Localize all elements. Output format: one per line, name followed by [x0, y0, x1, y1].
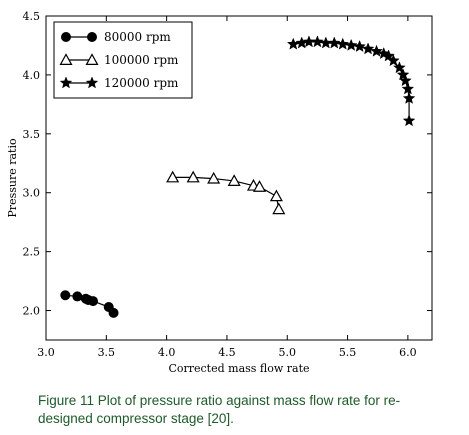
data-point: [396, 68, 410, 81]
data-point: [269, 189, 283, 202]
data-point: [327, 36, 341, 49]
data-point: [207, 171, 221, 184]
legend-entry-label: 120000 rpm: [104, 76, 179, 90]
data-point: [361, 42, 375, 55]
data-point: [344, 38, 358, 51]
data-point: [227, 174, 241, 186]
data-point: [186, 170, 200, 183]
data-point: [336, 37, 350, 50]
data-point: [286, 37, 300, 50]
legend: 80000 rpm 100000 rpm 120000 rpm: [53, 21, 193, 99]
y-axis-ticks: 2.0 2.5 3.0 3.5 4.0 4.5: [23, 10, 432, 318]
x-tick-label: 6.0: [399, 346, 417, 359]
legend-entry-label: 100000 rpm: [104, 53, 179, 67]
data-point: [393, 61, 406, 74]
y-tick-label: 3.5: [23, 128, 41, 141]
y-axis-label: Pressure ratio: [6, 138, 19, 218]
legend-entry-label: 80000 rpm: [104, 30, 171, 44]
legend-marker: [85, 53, 99, 66]
series-line: [293, 41, 410, 121]
legend-marker: [59, 53, 73, 66]
plot-frame: [45, 15, 433, 341]
caption-line-1: Figure 11 Plot of pressure ratio against…: [38, 393, 401, 408]
legend-marker: [59, 76, 73, 89]
x-tick-label: 5.0: [279, 346, 297, 359]
data-point: [88, 296, 99, 307]
data-point: [272, 202, 286, 215]
data-point: [401, 82, 415, 95]
data-point: [311, 35, 324, 48]
series-2: [286, 35, 416, 127]
figure-caption: Figure 11 Plot of pressure ratio against…: [38, 392, 458, 428]
data-point: [60, 290, 71, 301]
data-point: [402, 114, 416, 127]
series-0: [60, 290, 119, 318]
legend-marker: [61, 32, 71, 42]
x-tick-label: 5.5: [339, 346, 357, 359]
data-point: [370, 44, 383, 57]
data-point: [108, 307, 119, 318]
legend-marker: [85, 76, 99, 89]
x-axis-ticks: 3.0 3.5 4.0 4.5 5.0 5.5 6.0: [37, 16, 417, 359]
legend-marker: [87, 32, 97, 42]
series-1: [166, 170, 286, 215]
data-point: [387, 54, 400, 67]
y-tick-label: 2.5: [23, 246, 41, 259]
data-point: [166, 170, 180, 183]
y-tick-label: 3.0: [23, 187, 41, 200]
data-point: [252, 180, 267, 192]
data-point: [399, 74, 412, 87]
x-tick-label: 3.0: [37, 346, 55, 359]
data-point: [353, 39, 366, 53]
data-point: [72, 291, 83, 302]
x-tick-label: 4.0: [158, 346, 176, 359]
pressure-ratio-chart: 3.0 3.5 4.0 4.5 5.0 5.5 6.0 2.0 2.5 3.0 3.5 4.0 4.5…: [6, 10, 433, 375]
y-tick-label: 4.5: [23, 10, 41, 23]
x-axis-label: Corrected mass flow rate: [168, 362, 309, 375]
series-layer: [60, 35, 416, 318]
caption-line-2: designed compressor stage [20].: [38, 411, 234, 426]
x-tick-label: 3.5: [98, 346, 116, 359]
y-tick-label: 2.0: [23, 305, 41, 318]
y-tick-label: 4.0: [23, 69, 41, 82]
data-point: [402, 91, 416, 104]
x-tick-label: 4.5: [218, 346, 236, 359]
